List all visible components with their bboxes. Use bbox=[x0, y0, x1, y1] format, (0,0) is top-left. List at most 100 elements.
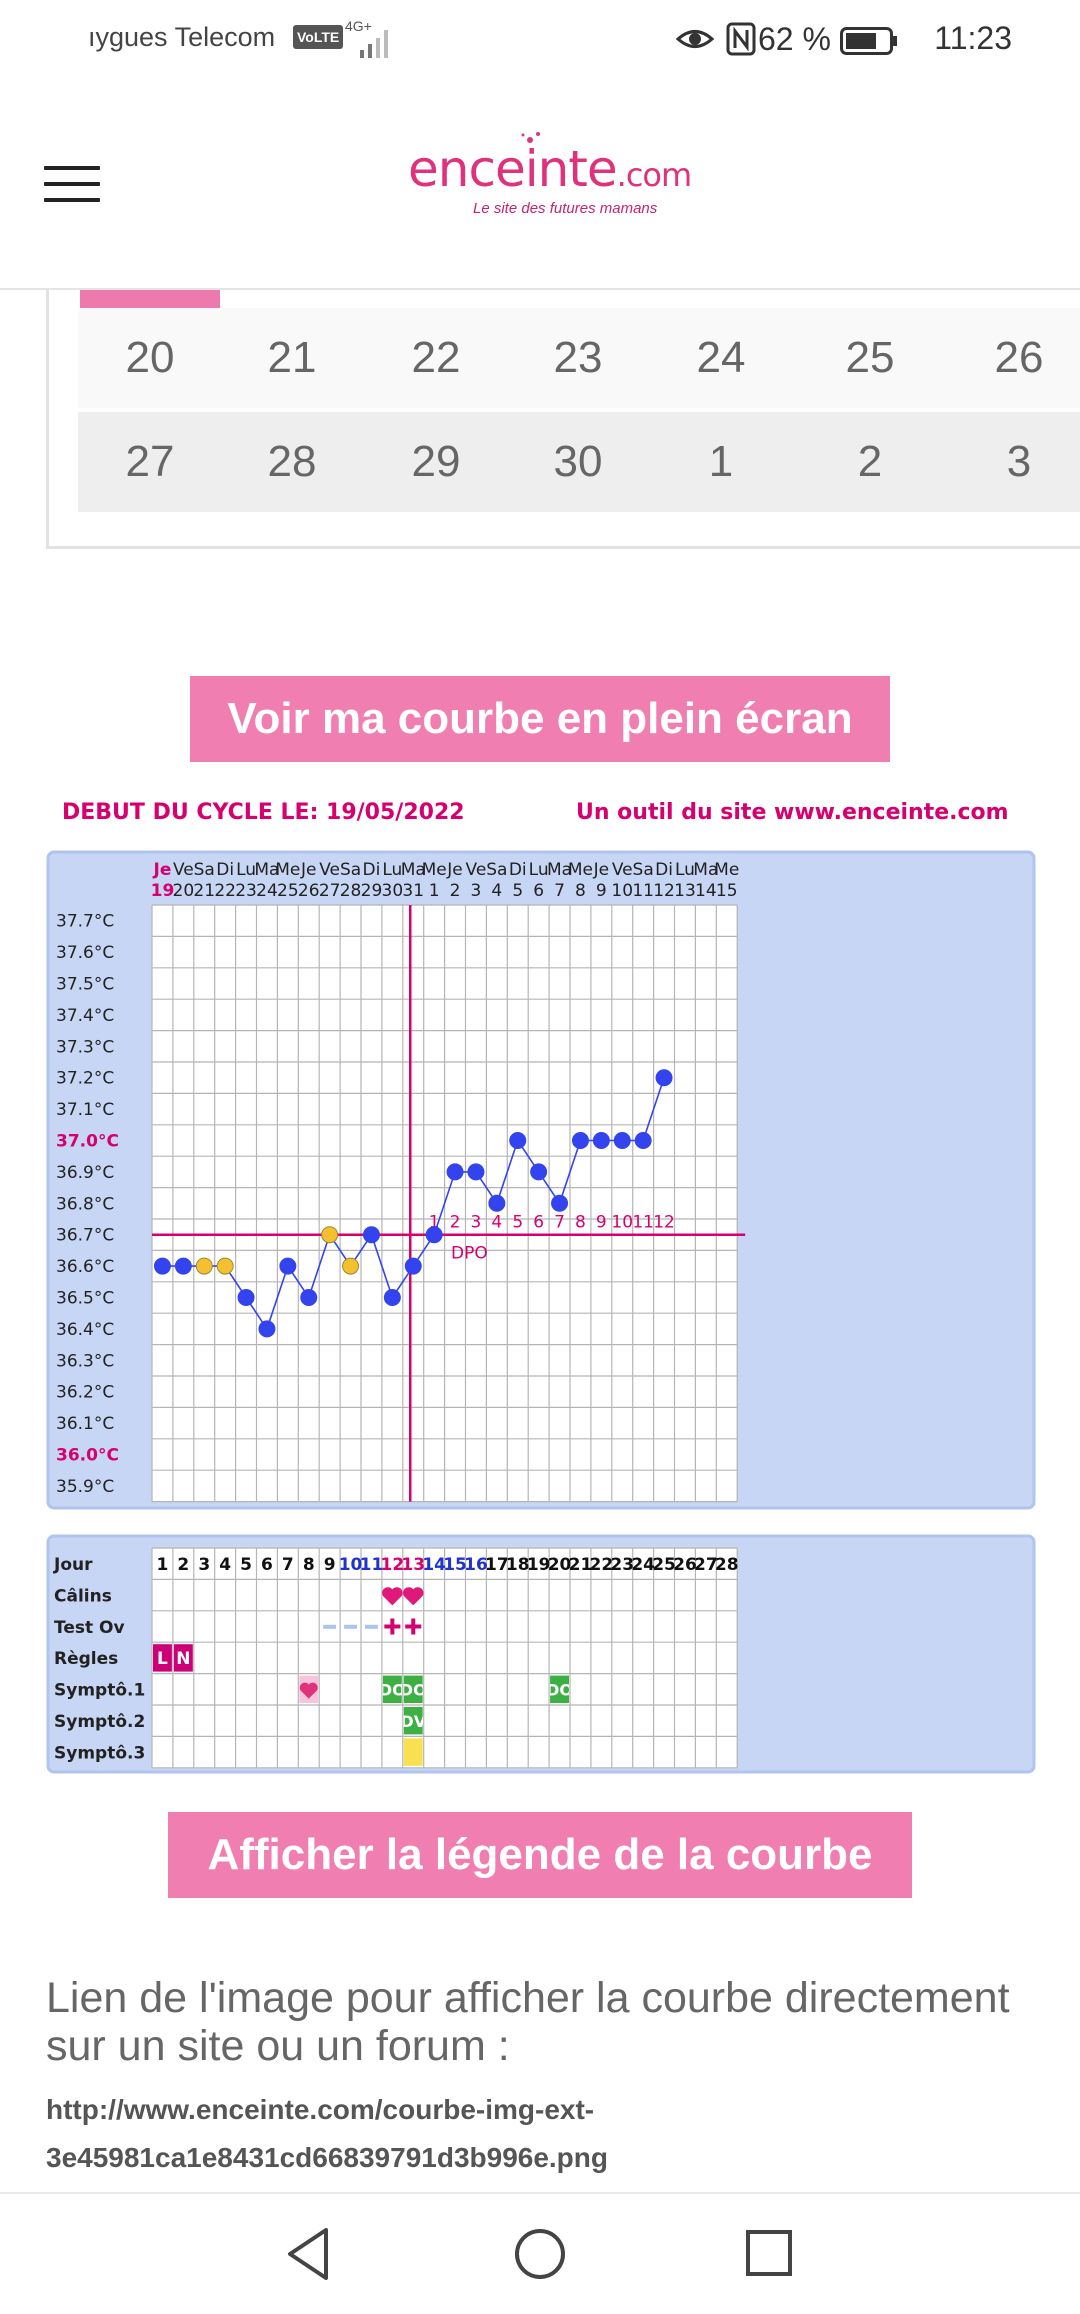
chart-day-name: Di bbox=[509, 860, 527, 880]
temperature-point[interactable] bbox=[551, 1194, 569, 1212]
chart-day-name: Je bbox=[593, 860, 609, 880]
chart-date-label: 26 bbox=[298, 881, 320, 901]
test-negative-icon bbox=[365, 1624, 378, 1629]
temperature-point[interactable] bbox=[195, 1257, 213, 1275]
home-icon[interactable] bbox=[512, 2226, 568, 2282]
test-positive-icon bbox=[390, 1618, 395, 1635]
temperature-point[interactable] bbox=[153, 1257, 171, 1275]
chart-date-label: 10 bbox=[611, 881, 633, 901]
temperature-point[interactable] bbox=[655, 1069, 673, 1087]
table-day-number: 7 bbox=[282, 1555, 294, 1575]
temperature-point[interactable] bbox=[592, 1132, 610, 1149]
calendar-day[interactable]: 3 bbox=[1006, 437, 1032, 486]
temperature-point[interactable] bbox=[300, 1289, 318, 1306]
calendar-day[interactable]: 22 bbox=[411, 333, 461, 382]
symptom-code: DV bbox=[400, 1712, 426, 1731]
volte-icon: VoLTE bbox=[293, 25, 344, 49]
y-tick-label: 37.4°C bbox=[56, 1006, 114, 1026]
back-icon[interactable] bbox=[282, 2224, 336, 2284]
temperature-point[interactable] bbox=[446, 1163, 464, 1181]
temperature-point[interactable] bbox=[530, 1163, 548, 1181]
calendar-day[interactable]: 21 bbox=[267, 333, 317, 382]
heart-icon bbox=[403, 1587, 424, 1606]
calendar-day[interactable]: 28 bbox=[267, 437, 317, 486]
battery-percent: 62 % bbox=[758, 21, 831, 57]
calendar-day[interactable]: 1 bbox=[708, 437, 734, 486]
temperature-point[interactable] bbox=[613, 1132, 631, 1149]
table-row-label: Jour bbox=[53, 1555, 93, 1575]
y-tick-label: 36.5°C bbox=[56, 1289, 114, 1309]
temperature-point[interactable] bbox=[174, 1257, 192, 1275]
recents-icon[interactable] bbox=[744, 2228, 794, 2278]
chart-date-label: 22 bbox=[214, 881, 236, 901]
temperature-point[interactable] bbox=[362, 1226, 380, 1244]
dpo-number: 4 bbox=[491, 1213, 502, 1233]
chart-day-name: Sa bbox=[340, 860, 361, 880]
table-day-number: 16 bbox=[464, 1555, 488, 1575]
chart-day-name: Lu bbox=[236, 860, 256, 880]
calendar-day[interactable]: 25 bbox=[845, 333, 895, 382]
table-day-number: 20 bbox=[548, 1555, 572, 1575]
table-row-label: Test Ov bbox=[54, 1618, 125, 1638]
menu-icon[interactable] bbox=[44, 166, 100, 206]
chart-day-name: Di bbox=[216, 860, 234, 880]
calendar-day[interactable]: 2 bbox=[857, 437, 883, 486]
calendar-day[interactable]: 24 bbox=[696, 333, 746, 382]
temperature-point[interactable] bbox=[279, 1257, 297, 1275]
symptom-cell bbox=[403, 1738, 423, 1766]
temperature-point[interactable] bbox=[383, 1289, 401, 1306]
fullscreen-curve-button[interactable]: Voir ma courbe en plein écran bbox=[190, 676, 890, 762]
regles-code: L bbox=[157, 1649, 168, 1669]
chart-date-label: 25 bbox=[277, 881, 299, 901]
table-day-number: 6 bbox=[261, 1555, 273, 1575]
network-type: 4G+ bbox=[345, 18, 372, 34]
temperature-point[interactable] bbox=[258, 1320, 276, 1338]
table-day-number: 1 bbox=[157, 1555, 169, 1575]
chart-date-label: 8 bbox=[575, 881, 586, 901]
calendar-day[interactable]: 20 bbox=[125, 333, 175, 382]
table-day-number: 10 bbox=[339, 1555, 363, 1575]
image-link-url-line: http://www.enceinte.com/courbe-img-ext- bbox=[46, 2094, 595, 2125]
chart-date-label: 31 bbox=[402, 881, 424, 901]
chart-day-name: Je bbox=[446, 860, 462, 880]
site-logo[interactable]: enceinte.com Le site des futures mamans bbox=[408, 132, 708, 240]
calendar-day[interactable]: 30 bbox=[553, 437, 603, 486]
calendar-day[interactable]: 29 bbox=[411, 437, 461, 486]
chart-day-name: Lu bbox=[382, 860, 402, 880]
temperature-point[interactable] bbox=[571, 1132, 589, 1149]
chart-day-name: Me bbox=[714, 860, 739, 880]
table-row-label: Câlins bbox=[54, 1586, 112, 1606]
carrier-name: ıygues Telecom bbox=[88, 22, 276, 52]
table-day-number: 23 bbox=[610, 1555, 634, 1575]
cycle-start-label: DEBUT DU CYCLE LE: 19/05/2022 bbox=[62, 800, 465, 825]
chart-date-label: 5 bbox=[512, 881, 523, 901]
temperature-point[interactable] bbox=[467, 1163, 485, 1181]
temperature-point[interactable] bbox=[488, 1194, 506, 1212]
table-day-number: 28 bbox=[715, 1555, 739, 1575]
y-tick-label: 37.2°C bbox=[56, 1069, 114, 1089]
chart-date-label: 11 bbox=[632, 881, 654, 901]
y-tick-label: 36.4°C bbox=[56, 1320, 114, 1340]
calendar-week-row: 20 21 22 23 24 25 26 bbox=[78, 308, 1080, 408]
temperature-point[interactable] bbox=[509, 1132, 527, 1149]
table-day-number: 19 bbox=[527, 1555, 551, 1575]
symptom-code: DO bbox=[400, 1681, 427, 1700]
temperature-point[interactable] bbox=[237, 1289, 255, 1306]
temperature-point[interactable] bbox=[425, 1226, 443, 1244]
chart-date-label: 3 bbox=[471, 881, 482, 901]
calendar-day[interactable]: 23 bbox=[553, 333, 603, 382]
temperature-point[interactable] bbox=[404, 1257, 422, 1275]
calendar-week-row: 27 28 29 30 1 2 3 bbox=[78, 412, 1080, 512]
show-legend-button[interactable]: Afficher la légende de la courbe bbox=[168, 1812, 912, 1898]
symptom-cell bbox=[403, 1675, 423, 1703]
temperature-point[interactable] bbox=[342, 1257, 360, 1275]
calendar-day[interactable]: 27 bbox=[125, 437, 175, 486]
y-tick-label: 35.9°C bbox=[56, 1477, 114, 1497]
chart-date-label: 1 bbox=[429, 881, 440, 901]
chart-day-name: Sa bbox=[194, 860, 215, 880]
temperature-point[interactable] bbox=[321, 1226, 339, 1244]
temperature-point[interactable] bbox=[216, 1257, 234, 1275]
image-link-url[interactable]: http://www.enceinte.com/courbe-img-ext- … bbox=[46, 2086, 1026, 2182]
calendar-day[interactable]: 26 bbox=[994, 333, 1044, 382]
temperature-point[interactable] bbox=[634, 1132, 652, 1149]
